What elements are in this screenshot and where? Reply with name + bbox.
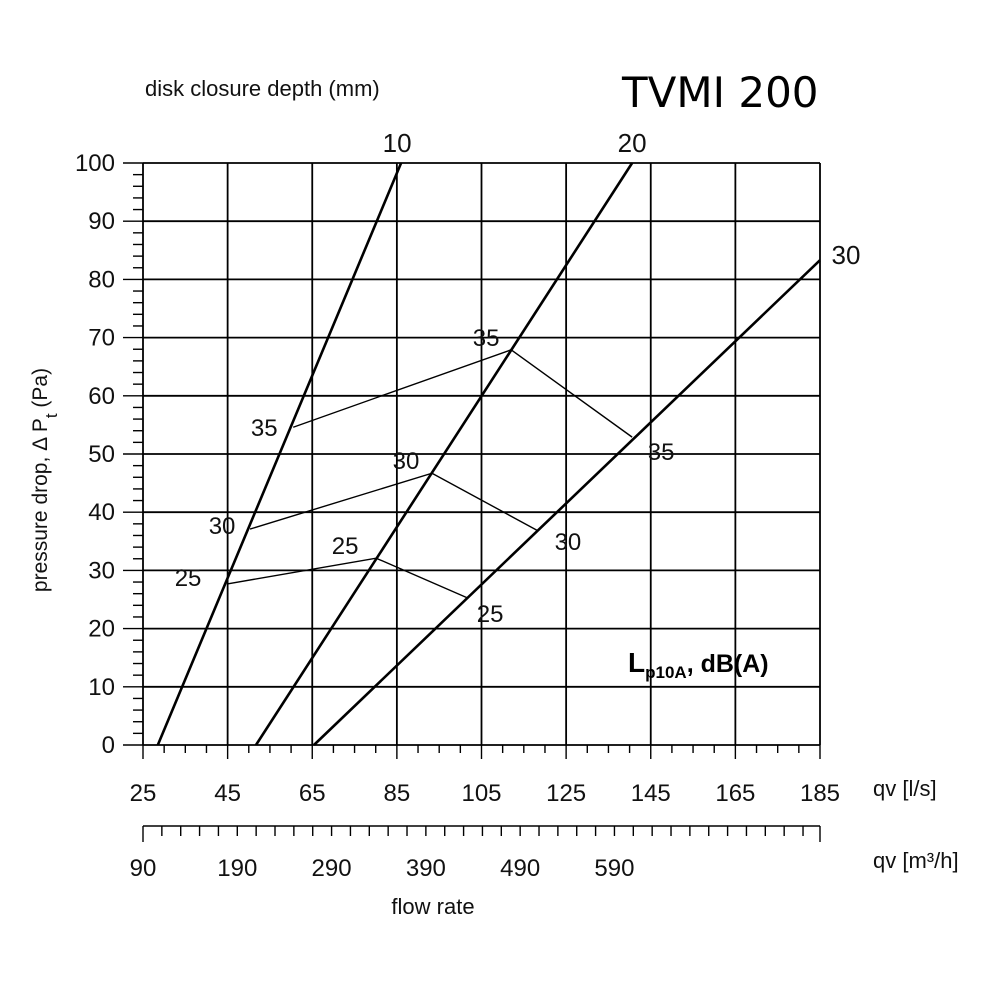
noise-level-line-35 [292, 349, 633, 438]
x-tick-label: 125 [546, 780, 586, 807]
noise-level-label: 35 [648, 439, 675, 466]
y-tick-label: 50 [88, 441, 115, 468]
y-tick-label: 10 [88, 674, 115, 701]
y-tick-label: 40 [88, 499, 115, 526]
y-tick-label: 70 [88, 325, 115, 352]
noise-legend-suffix: , dB(A) [687, 650, 769, 678]
secondary-x-tick-label: 90 [130, 855, 157, 882]
disk-depth-line-30 [313, 259, 821, 746]
secondary-x-tick-label: 290 [312, 855, 352, 882]
x-tick-label: 185 [800, 780, 840, 807]
y-axis-label-main: pressure drop, Δ P [29, 418, 52, 592]
noise-level-legend: Lp10A, dB(A) [628, 647, 769, 682]
y-tick-label: 0 [102, 732, 115, 759]
noise-level-label: 35 [251, 415, 278, 442]
disk-depth-label: 20 [618, 128, 647, 158]
y-tick-label: 90 [88, 208, 115, 235]
x-tick-label: 65 [299, 780, 326, 807]
noise-level-line-30 [249, 472, 538, 531]
noise-level-label: 25 [175, 565, 202, 592]
x-tick-label: 85 [384, 780, 411, 807]
y-axis-label-unit: (Pa) [29, 368, 52, 414]
noise-legend-subscript: p10A [645, 663, 687, 682]
x-axis-label: flow rate [391, 894, 474, 919]
x-axis-unit-label: qv [l/s] [873, 776, 937, 801]
noise-level-label: 25 [332, 533, 359, 560]
noise-level-line-25 [227, 557, 468, 599]
disk-depth-label: 30 [832, 240, 861, 270]
x-tick-label: 165 [715, 780, 755, 807]
disk-depth-line-20 [254, 162, 634, 746]
disk-closure-depth-label: disk closure depth (mm) [145, 76, 380, 101]
y-tick-label: 80 [88, 266, 115, 293]
y-tick-label: 100 [75, 150, 115, 177]
x-tick-label: 105 [461, 780, 501, 807]
x-tick-label: 25 [130, 780, 157, 807]
disk-depth-label: 10 [383, 128, 412, 158]
noise-level-label: 30 [393, 448, 420, 475]
series [156, 162, 821, 746]
secondary-x-tick-label: 490 [500, 855, 540, 882]
y-tick-label: 60 [88, 383, 115, 410]
noise-level-label: 35 [473, 325, 500, 352]
noise-level-label: 25 [477, 601, 504, 628]
x-tick-label: 45 [214, 780, 241, 807]
x-tick-label: 145 [631, 780, 671, 807]
secondary-x-tick-label: 190 [217, 855, 257, 882]
y-tick-label: 30 [88, 557, 115, 584]
secondary-x-tick-label: 590 [594, 855, 634, 882]
y-axis-label-subscript: t [42, 413, 61, 418]
noise-level-label: 30 [555, 529, 582, 556]
secondary-x-tick-label: 390 [406, 855, 446, 882]
y-tick-label: 20 [88, 616, 115, 643]
secondary-x-axis-unit-label: qv [m³/h] [873, 848, 959, 873]
grid [142, 162, 821, 746]
axes: 0 10 20 30 40 50 60 70 80 90 100 25 45 65 85 105 125 145 1… [75, 150, 840, 882]
series-labels: 10 20 30 25 25 25 30 30 30 35 35 35 [175, 128, 861, 628]
y-axis-label: pressure drop, Δ Pt (Pa) [29, 368, 61, 592]
chart-title: TVMI 200 [621, 68, 819, 117]
noise-legend-main: L [628, 647, 645, 678]
disk-depth-line-10 [156, 162, 403, 746]
noise-level-label: 30 [209, 513, 236, 540]
